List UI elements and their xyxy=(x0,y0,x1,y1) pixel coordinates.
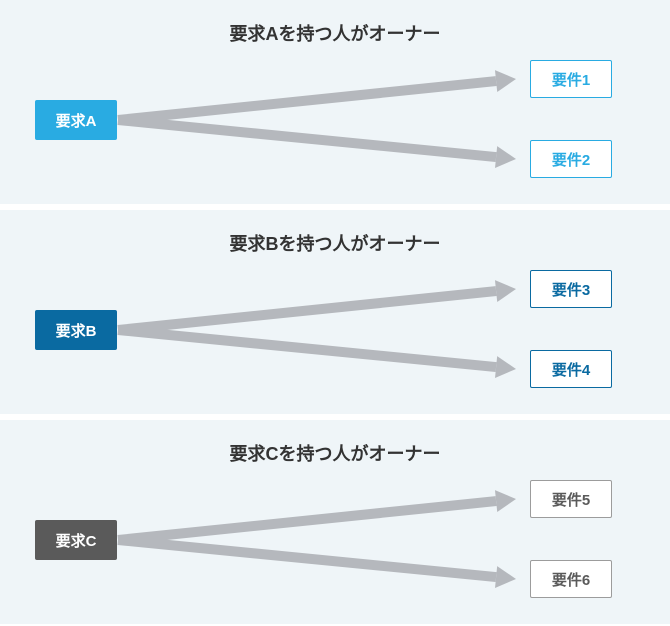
requirement-node: 要件6 xyxy=(530,560,612,598)
panel-title: 要求Cを持つ人がオーナー xyxy=(0,440,670,466)
request-node: 要求A xyxy=(35,100,117,140)
panel-title: 要求Aを持つ人がオーナー xyxy=(0,20,670,46)
panel-title: 要求Bを持つ人がオーナー xyxy=(0,230,670,256)
requirement-node: 要件2 xyxy=(530,140,612,178)
requirement-node: 要件5 xyxy=(530,480,612,518)
request-node: 要求C xyxy=(35,520,117,560)
diagram-canvas: 要求Aを持つ人がオーナー要求A要件1要件2要求Bを持つ人がオーナー要求B要件3要… xyxy=(0,0,670,626)
requirement-node: 要件1 xyxy=(530,60,612,98)
requirement-node: 要件3 xyxy=(530,270,612,308)
request-node: 要求B xyxy=(35,310,117,350)
diagram-panel: 要求Cを持つ人がオーナー要求C 要件5 要件6 xyxy=(0,420,670,624)
diagram-panel: 要求Bを持つ人がオーナー要求B 要件3 要件4 xyxy=(0,210,670,414)
requirement-node: 要件4 xyxy=(530,350,612,388)
diagram-panel: 要求Aを持つ人がオーナー要求A 要件1 要件2 xyxy=(0,0,670,204)
